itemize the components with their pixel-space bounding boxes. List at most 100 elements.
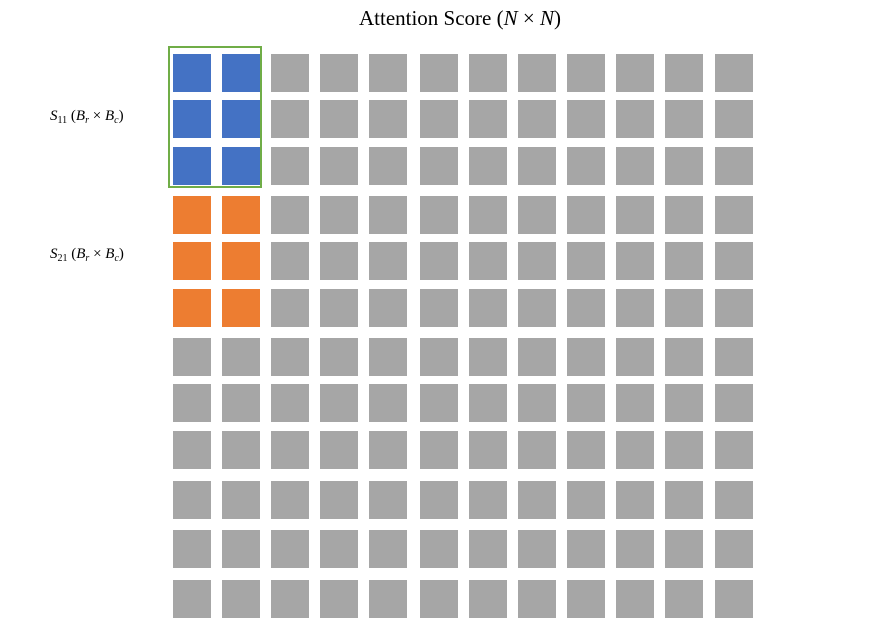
score-cell [222,338,260,376]
score-cell [715,338,753,376]
score-cell [369,530,407,568]
score-cell [320,481,358,519]
score-cell [420,580,458,618]
score-cell [567,580,605,618]
score-cell-s21 [222,289,260,327]
score-cell [616,147,654,185]
score-cell [665,289,703,327]
score-cell [173,530,211,568]
score-cell [665,530,703,568]
diagram-title: Attention Score (N × N) [358,6,561,30]
score-cell [567,100,605,138]
score-cell [320,384,358,422]
score-cell [420,338,458,376]
score-cell [616,431,654,469]
block-label-s21: S21 (Br × Bc) [50,246,124,264]
score-cell [320,431,358,469]
score-cell [173,338,211,376]
score-cell [271,196,309,234]
score-cell [518,289,556,327]
score-cell [665,580,703,618]
score-cell [420,196,458,234]
score-cell [173,384,211,422]
score-cell [518,196,556,234]
score-cell [320,530,358,568]
score-cell [616,384,654,422]
score-cell [518,242,556,280]
score-cell [518,147,556,185]
score-cell [715,481,753,519]
score-cell [271,384,309,422]
s11-tile-highlight [168,46,262,188]
score-cell [420,431,458,469]
score-cell [469,289,507,327]
score-cell [469,147,507,185]
score-cell [616,289,654,327]
score-cell [567,481,605,519]
score-cell [369,147,407,185]
score-cell [173,431,211,469]
score-cell [469,530,507,568]
score-cell [665,54,703,92]
score-cell [469,196,507,234]
score-cell [469,580,507,618]
score-cell [518,100,556,138]
score-cell [616,242,654,280]
score-cell [271,580,309,618]
score-cell [518,580,556,618]
score-cell-s21 [173,242,211,280]
score-cell [320,196,358,234]
score-cell [567,431,605,469]
score-cell [369,338,407,376]
score-cell [518,384,556,422]
score-cell [715,242,753,280]
score-cell [715,431,753,469]
score-cell [665,196,703,234]
score-cell [469,100,507,138]
score-cell [518,431,556,469]
score-cell-s21 [173,196,211,234]
score-cell [469,384,507,422]
score-cell [469,481,507,519]
score-cell [616,338,654,376]
score-cell [320,242,358,280]
score-cell-s21 [173,289,211,327]
score-cell [469,431,507,469]
score-cell [222,481,260,519]
score-cell [271,54,309,92]
score-cell [616,196,654,234]
score-cell [567,384,605,422]
score-cell [567,54,605,92]
score-cell-s11 [173,100,211,138]
score-cell [420,242,458,280]
score-cell [320,289,358,327]
score-cell-s11 [173,54,211,92]
score-cell [222,580,260,618]
score-cell [665,384,703,422]
score-cell [665,100,703,138]
score-cell [567,147,605,185]
score-cell-s21 [222,242,260,280]
score-cell [518,338,556,376]
score-cell [271,100,309,138]
score-cell [715,196,753,234]
score-cell [271,147,309,185]
score-cell [420,384,458,422]
score-cell [616,54,654,92]
score-cell [567,242,605,280]
score-cell [369,289,407,327]
score-cell [469,338,507,376]
score-cell [369,580,407,618]
score-cell [369,431,407,469]
score-cell [222,530,260,568]
score-cell [271,289,309,327]
score-cell [222,431,260,469]
score-cell [715,384,753,422]
score-cell [271,481,309,519]
score-cell [420,147,458,185]
score-cell [665,481,703,519]
score-cell [616,580,654,618]
score-cell [320,580,358,618]
score-cell [420,530,458,568]
